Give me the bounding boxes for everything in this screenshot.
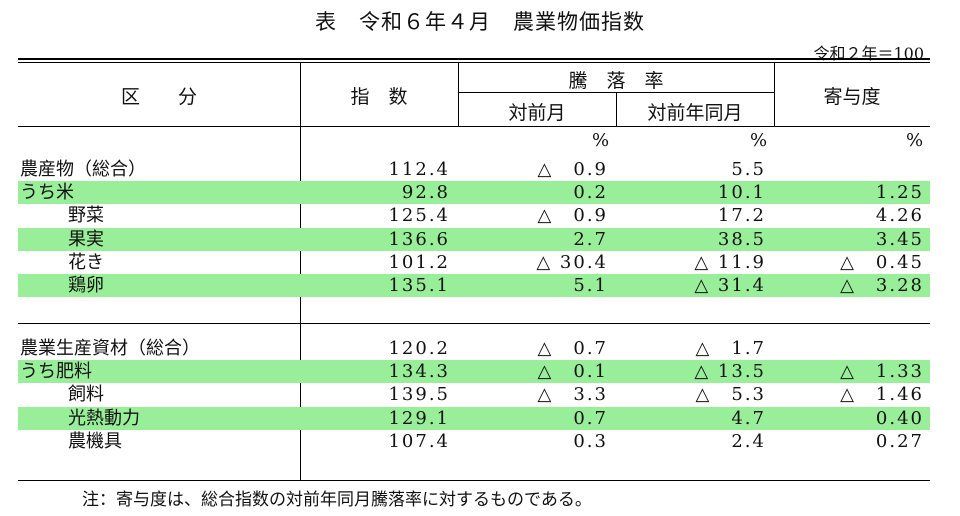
header-contribution: 寄与度	[823, 86, 881, 108]
row-index: 125.4	[388, 205, 450, 227]
table-row: 鶏卵 135.1 5.1 △ 31.4 △ 3.28	[18, 274, 930, 297]
row-index: 135.1	[388, 275, 450, 296]
row-year-over-year: 10.1	[717, 182, 766, 204]
row-year-over-year: 2.4	[731, 430, 766, 452]
row-month-over-month: 0.3	[573, 430, 608, 452]
top-rule	[18, 58, 930, 60]
row-index: 107.4	[388, 430, 450, 452]
top-rule-inner	[18, 62, 930, 63]
row-index: 134.3	[388, 361, 450, 383]
row-index: 120.2	[388, 338, 450, 359]
row-contribution: 1.25	[875, 182, 924, 204]
row-year-over-year: △ 13.5	[694, 361, 766, 383]
row-contribution: △ 3.28	[840, 275, 924, 296]
bottom-rule	[18, 480, 930, 481]
col-divider-1	[300, 63, 301, 480]
table-row: 果実 136.6 2.7 38.5 3.45	[18, 227, 930, 251]
row-month-over-month: △ 0.9	[537, 205, 608, 227]
footnote: 注：寄与度は、総合指数の対前年同月騰落率に対するものである。	[82, 490, 592, 510]
table-row: 農機具 107.4 0.3 2.4 0.27	[18, 430, 930, 453]
row-label: 果実	[68, 228, 104, 250]
row-contribution: 4.26	[875, 205, 924, 227]
row-index: 112.4	[388, 159, 450, 180]
row-label: 農機具	[68, 430, 122, 452]
col-divider-2	[458, 63, 459, 126]
table-row: 農業生産資材（総合） 120.2 △ 0.7 △ 1.7	[18, 337, 930, 360]
row-index: 101.2	[388, 251, 450, 273]
row-label: 飼料	[68, 384, 104, 406]
row-year-over-year: △ 11.9	[694, 251, 766, 273]
unit-percent-yoy: %	[750, 130, 768, 151]
row-contribution: △ 0.45	[840, 251, 924, 273]
row-contribution: △ 1.46	[840, 384, 924, 406]
unit-percent-mom: %	[592, 130, 610, 151]
unit-percent-contribution: %	[906, 130, 924, 151]
row-contribution	[774, 337, 924, 360]
row-label: 鶏卵	[68, 275, 104, 296]
row-month-over-month: 0.7	[573, 407, 608, 429]
row-year-over-year: 38.5	[717, 228, 766, 250]
col-divider-3	[616, 93, 617, 126]
row-index: 136.6	[388, 228, 450, 250]
row-index: 139.5	[388, 384, 450, 406]
header-bottom-rule	[18, 126, 930, 127]
row-label: 光熱動力	[68, 407, 140, 429]
row-contribution: 0.40	[875, 407, 924, 429]
row-label: うち米	[20, 182, 74, 204]
table-row: 光熱動力 129.1 0.7 4.7 0.40	[18, 406, 930, 430]
row-month-over-month: △ 3.3	[537, 384, 608, 406]
table-row: うち肥料 134.3 △ 0.1 △ 13.5 △ 1.33	[18, 360, 930, 384]
row-label: 農業生産資材（総合）	[20, 338, 200, 359]
table-row: 花き 101.2 △ 30.4 △ 11.9 △ 0.45	[18, 251, 930, 274]
row-index: 129.1	[388, 407, 450, 429]
row-label: 野菜	[68, 205, 104, 227]
row-contribution: 3.45	[875, 228, 924, 250]
row-year-over-year: △ 5.3	[695, 384, 766, 406]
section-divider	[18, 323, 930, 324]
table-row: 農産物（総合） 112.4 △ 0.9 5.5	[18, 158, 930, 181]
table-title: 表 令和６年４月 農業物価指数	[315, 10, 645, 34]
row-month-over-month: 0.2	[573, 182, 608, 204]
change-subheader-rule	[458, 92, 774, 93]
row-label: うち肥料	[20, 361, 92, 383]
header-category: 区 分	[120, 86, 197, 108]
row-year-over-year: △ 31.4	[694, 275, 766, 296]
row-month-over-month: 2.7	[573, 228, 608, 250]
header-year-over-year: 対前年同月	[647, 102, 743, 124]
row-contribution: 0.27	[875, 430, 924, 452]
header-index: 指 数	[350, 86, 408, 108]
table-row: 野菜 125.4 △ 0.9 17.2 4.26	[18, 204, 930, 227]
row-contribution	[774, 158, 924, 181]
base-year-note: 令和２年＝100	[813, 44, 924, 63]
row-contribution: △ 1.33	[840, 361, 924, 383]
header-month-over-month: 対前月	[508, 102, 566, 124]
row-year-over-year: 4.7	[731, 407, 766, 429]
col-divider-4	[774, 63, 775, 126]
row-year-over-year: △ 1.7	[695, 338, 766, 359]
row-month-over-month: 5.1	[573, 275, 608, 296]
row-month-over-month: △ 0.9	[537, 159, 608, 180]
row-month-over-month: △ 0.7	[537, 338, 608, 359]
row-month-over-month: △ 0.1	[537, 361, 608, 383]
table-row: 飼料 139.5 △ 3.3 △ 5.3 △ 1.46	[18, 383, 930, 406]
row-label: 農産物（総合）	[20, 159, 146, 180]
row-year-over-year: 5.5	[731, 159, 766, 180]
header-change: 騰 落 率	[568, 70, 664, 92]
row-month-over-month: △ 30.4	[536, 251, 608, 273]
row-label: 花き	[68, 251, 104, 273]
row-year-over-year: 17.2	[717, 205, 766, 227]
table-row: うち米 92.8 0.2 10.1 1.25	[18, 181, 930, 205]
row-index: 92.8	[401, 182, 450, 204]
